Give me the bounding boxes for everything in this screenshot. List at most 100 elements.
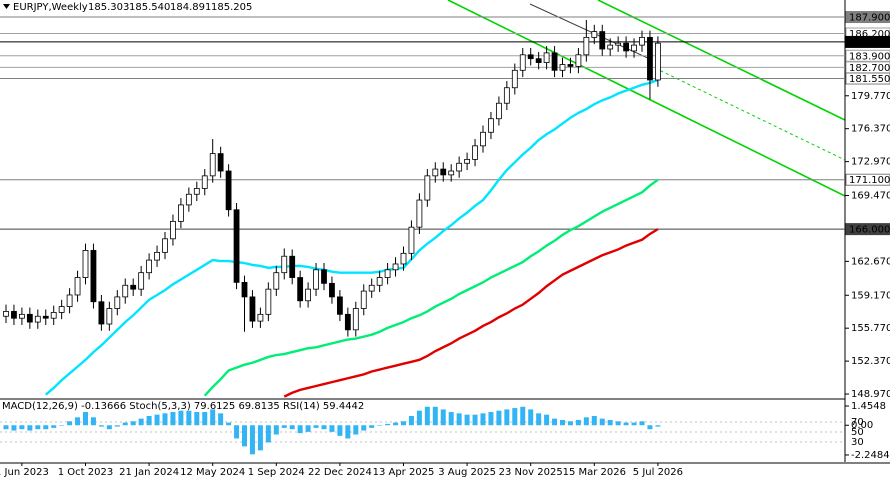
level-label-box — [845, 49, 890, 62]
moving-average — [203, 178, 659, 397]
y-tick-label: 152.370 — [851, 356, 890, 367]
macd-bar — [114, 425, 120, 427]
macd-bar — [210, 409, 216, 426]
y-tick-label: 176.370 — [851, 124, 890, 135]
candle-body — [305, 288, 312, 302]
candle-body — [321, 269, 327, 284]
moving-average — [44, 78, 659, 396]
candle-body — [98, 301, 105, 325]
candle-body — [360, 290, 367, 309]
x-tick-label: 23 Nov 2025 — [499, 467, 563, 478]
candle-body — [623, 42, 629, 52]
macd-bar — [138, 418, 144, 426]
candle-body — [130, 284, 137, 290]
x-tick-label: 1 Sep 2024 — [248, 467, 305, 478]
macd-bar — [19, 425, 25, 430]
candle-body — [472, 145, 478, 160]
last-bar-value: 184.891 — [170, 2, 211, 13]
y-tick-label: 159.170 — [851, 290, 890, 301]
macd-bar — [623, 422, 629, 426]
candle-body — [146, 259, 153, 274]
macd-bar — [464, 414, 470, 426]
macd-bar — [289, 425, 295, 430]
macd-bar — [106, 425, 112, 430]
macd-bar — [194, 412, 200, 426]
macd-bar — [655, 425, 661, 427]
macd-bar — [43, 425, 49, 430]
candle-body — [66, 294, 73, 307]
indicator-tick-label: 0.00 — [851, 420, 873, 431]
macd-bar — [178, 410, 184, 426]
candle-body — [392, 263, 399, 271]
candle-body — [591, 31, 598, 38]
candle-body — [26, 313, 33, 323]
candle-body — [18, 313, 25, 319]
macd-bar — [202, 412, 208, 426]
candle-body — [607, 44, 614, 50]
macd-bar — [162, 413, 168, 426]
candle-body — [313, 269, 319, 290]
macd-bar — [440, 409, 446, 426]
candle-body — [336, 296, 343, 315]
macd-bar — [265, 425, 271, 443]
y2-tick-label: 30 — [851, 437, 864, 448]
candle-body — [289, 255, 296, 278]
candle-body — [34, 315, 41, 323]
candle-body — [162, 238, 168, 253]
macd-bar — [544, 414, 550, 426]
candle-body — [416, 199, 423, 228]
candle-body — [233, 209, 240, 283]
candle-body — [400, 252, 407, 265]
x-tick-label: 21 Jan 2024 — [119, 467, 179, 478]
candle-body — [329, 282, 335, 298]
macd-bar — [218, 413, 224, 426]
macd-bar — [321, 425, 327, 430]
candle-body — [114, 296, 121, 309]
level-label: 182.700 — [849, 63, 890, 74]
candle-body — [82, 250, 89, 278]
macd-bar — [520, 406, 526, 426]
macd-bar — [488, 412, 494, 426]
candle-body — [154, 251, 160, 261]
candle-body — [217, 153, 224, 172]
level-label-box — [845, 11, 890, 24]
macd-bar — [408, 415, 414, 426]
candle-body — [58, 306, 65, 313]
macd-bar — [456, 413, 462, 426]
chart-title: EURJPY,Weekly — [13, 2, 88, 13]
y2-tick-label: 50 — [851, 427, 864, 438]
candle-body — [241, 281, 248, 298]
candle-body — [615, 42, 622, 46]
y2-tick-label: 70 — [851, 417, 864, 428]
candle-body — [3, 311, 9, 317]
macd-bar — [591, 415, 597, 426]
candle-body — [249, 296, 256, 322]
macd-bar — [496, 410, 502, 426]
macd-bar — [186, 410, 192, 426]
last-bar-value: 185.540 — [129, 2, 170, 13]
candle-body — [575, 54, 582, 67]
macd-bar — [480, 413, 486, 426]
candle-body — [543, 52, 550, 63]
candle-body — [519, 54, 526, 71]
x-tick-label: 12 May 2024 — [180, 467, 245, 478]
macd-bar — [67, 421, 73, 426]
x-tick-label: 13 Apr 2025 — [373, 467, 435, 478]
level-label: 183.900 — [849, 51, 890, 62]
indicator-tick-label: 1.4548 — [851, 401, 886, 412]
candle-body — [257, 313, 264, 322]
candle-body — [185, 193, 192, 206]
y-tick-label: 155.770 — [851, 323, 890, 334]
candle-body — [281, 255, 288, 274]
macd-bar — [297, 425, 303, 434]
last-bar-value: 185.303 — [88, 2, 129, 13]
candle-body — [344, 313, 351, 331]
indicator-label: MACD(12,26,9) -0.13666 Stoch(5,3,3) 79.6… — [2, 401, 364, 412]
macd-bar — [122, 422, 128, 426]
x-tick-label: 22 Dec 2024 — [308, 467, 372, 478]
macd-bar — [305, 425, 311, 432]
macd-bar — [536, 413, 542, 426]
candle-body — [273, 272, 280, 290]
macd-bar — [35, 425, 41, 430]
